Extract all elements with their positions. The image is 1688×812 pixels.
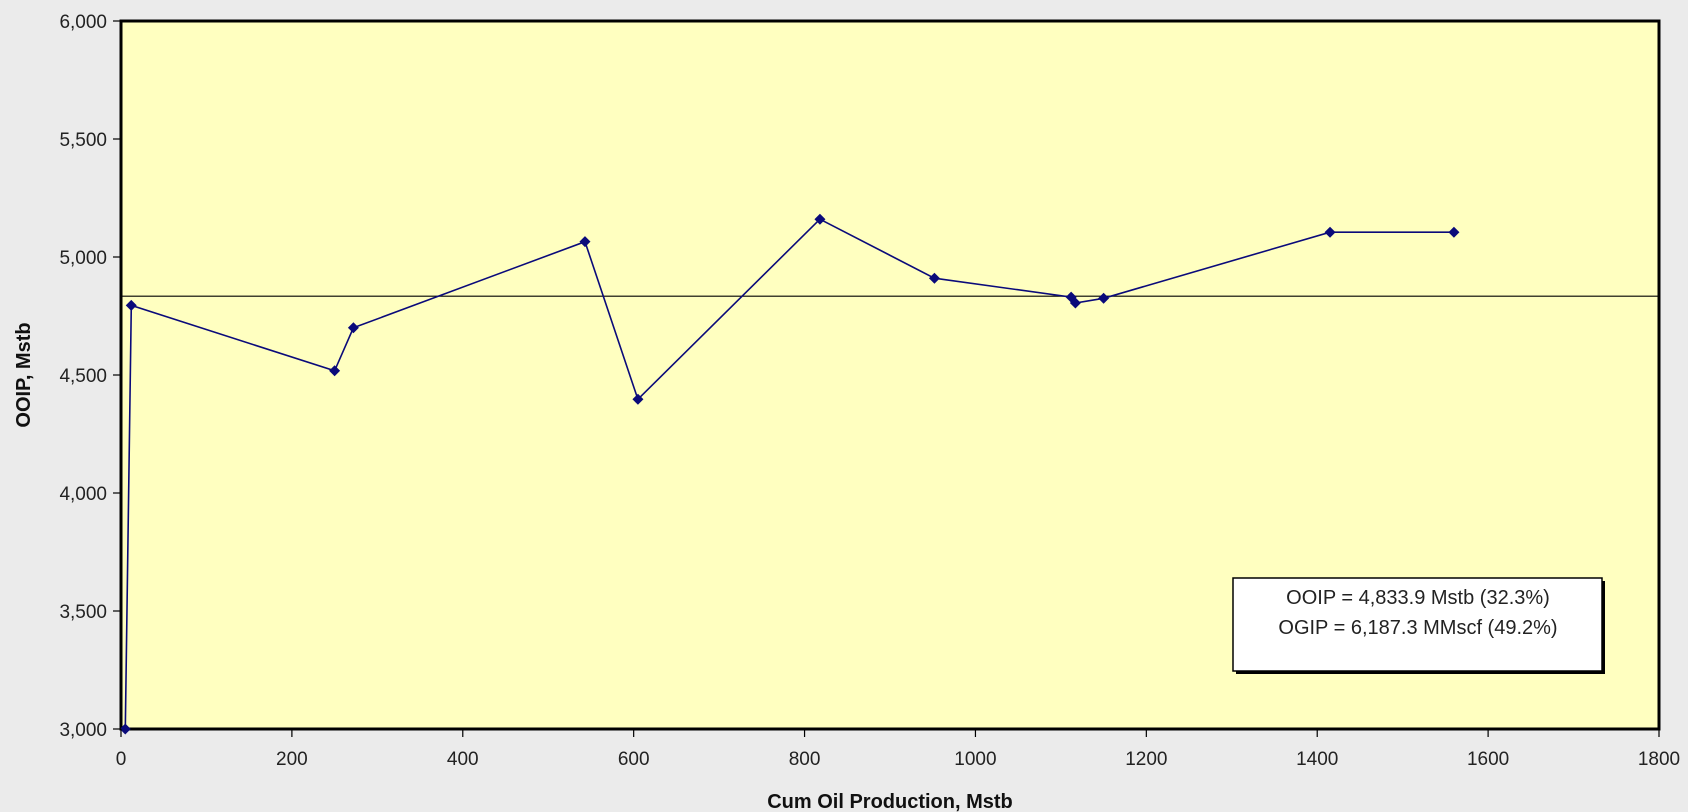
- x-tick-label: 1800: [1638, 749, 1680, 770]
- x-axis-title: Cum Oil Production, Mstb: [767, 791, 1013, 812]
- x-tick-label: 1600: [1467, 749, 1509, 770]
- x-tick-label: 600: [618, 749, 650, 770]
- x-tick-label: 200: [276, 749, 308, 770]
- data-point-marker: [347, 322, 359, 334]
- y-tick-label: 3,000: [59, 720, 107, 741]
- y-axis-title: OOIP, Mstb: [13, 322, 35, 427]
- data-point-marker: [329, 365, 341, 377]
- marker-layer: [119, 213, 1460, 735]
- annotation-box: OOIP = 4,833.9 Mstb (32.3%) OGIP = 6,187…: [1232, 577, 1605, 674]
- y-tick-label: 5,500: [59, 130, 107, 151]
- y-tick-label: 4,000: [59, 484, 107, 505]
- data-point-marker: [1324, 226, 1336, 238]
- data-point-marker: [125, 299, 137, 311]
- x-tick-label: 1400: [1296, 749, 1338, 770]
- annotation-ooip-line: OOIP = 4,833.9 Mstb (32.3%): [1286, 587, 1550, 609]
- data-point-marker: [1069, 297, 1081, 309]
- y-tick-label: 5,000: [59, 248, 107, 269]
- y-tick-label: 3,500: [59, 602, 107, 623]
- data-point-marker: [632, 393, 644, 405]
- data-point-marker: [928, 272, 940, 284]
- x-tick-label: 0: [116, 749, 127, 770]
- data-point-marker: [1448, 226, 1460, 238]
- data-point-marker: [1098, 292, 1110, 304]
- x-tick-label: 1200: [1125, 749, 1167, 770]
- data-point-marker: [579, 236, 591, 248]
- y-tick-label: 6,000: [59, 12, 107, 33]
- y-tick-label: 4,500: [59, 366, 107, 387]
- x-tick-label: 800: [789, 749, 821, 770]
- x-tick-label: 1000: [954, 749, 996, 770]
- x-tick-label: 400: [447, 749, 479, 770]
- x-axis-ticks: 0 200 400 600 800 1000 1200 1400 1600 1800: [116, 729, 1680, 770]
- data-point-marker: [119, 723, 131, 735]
- data-point-marker: [814, 213, 826, 225]
- annotation-ogip-line: OGIP = 6,187.3 MMscf (49.2%): [1278, 617, 1557, 639]
- y-axis-ticks: 3,000 3,500 4,000 4,500 5,000 5,500 6,000: [59, 12, 121, 741]
- annotation-box-frame: [1232, 577, 1603, 672]
